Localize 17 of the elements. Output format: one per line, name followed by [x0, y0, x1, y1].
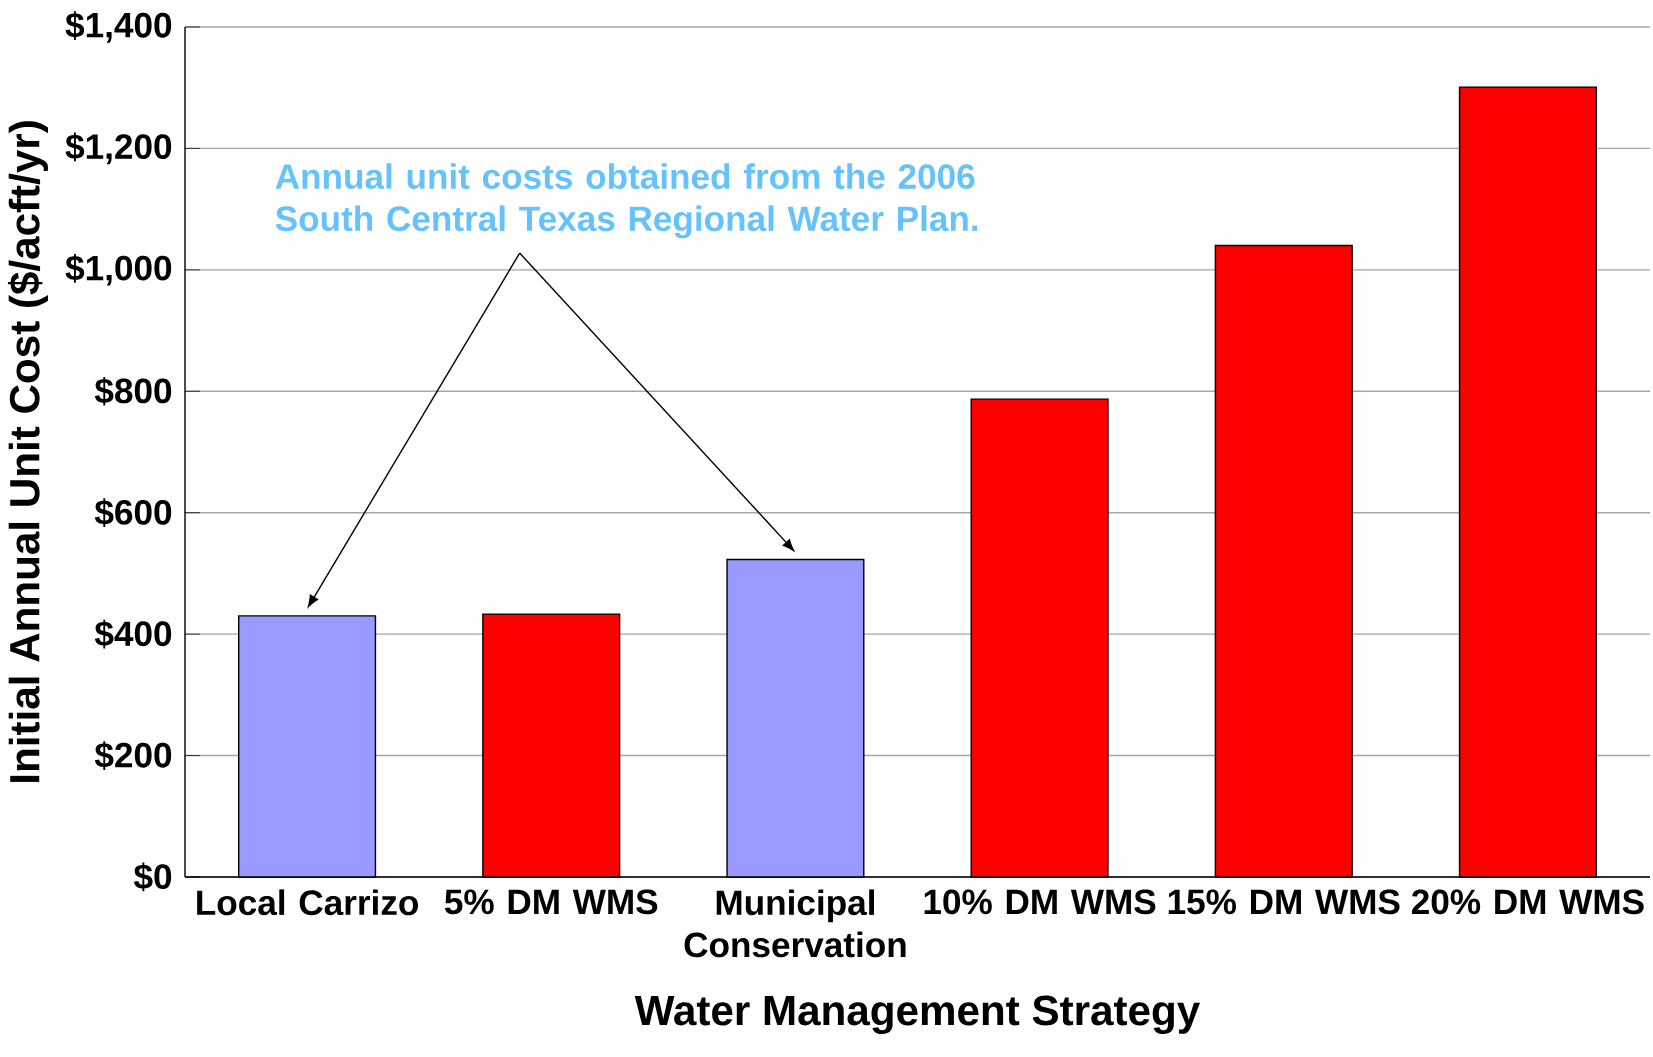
x-tick-label: 5% DM WMS	[444, 889, 658, 915]
y-tick-label: $600	[94, 498, 172, 528]
y-tick-label: $200	[94, 741, 172, 770]
x-tick-label: 10% DM WMS	[924, 889, 1156, 915]
x-tick-label: Municipal Conservation	[684, 889, 906, 958]
x-axis-title: Water Management Strategy	[634, 995, 1200, 1034]
y-tick-label: $1,200	[65, 132, 172, 165]
x-tick-label: 20% DM WMS	[1411, 889, 1644, 915]
y-tick-label: $1,000	[65, 254, 172, 286]
y-tick-label: $400	[94, 619, 172, 649]
annotation: Annual unit costs obtained from the 2006 South Central Texas Regional Water Plan.	[275, 163, 978, 239]
y-tick-label: $800	[94, 376, 172, 406]
y-axis-title: Initial Annual Unit Cost ($/acft/yr)	[7, 121, 48, 782]
y-tick-label: $0	[133, 862, 172, 892]
y-tick-label: $1,400	[65, 11, 172, 43]
x-tick-label: 15% DM WMS	[1168, 889, 1400, 915]
x-tick-label: Local Carrizo	[197, 889, 419, 916]
